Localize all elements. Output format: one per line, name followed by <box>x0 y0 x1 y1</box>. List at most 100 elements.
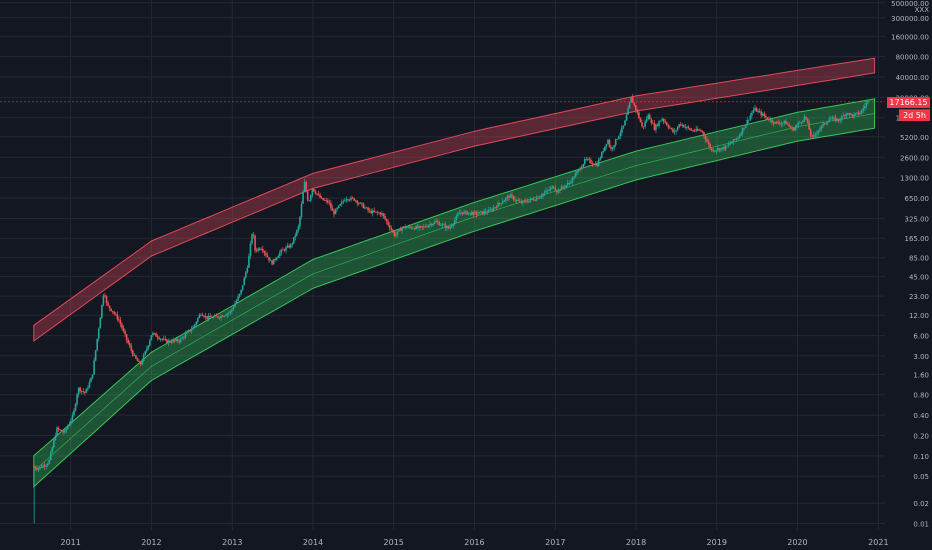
candle-body <box>111 310 114 312</box>
candle-body <box>325 200 328 202</box>
candle-body <box>172 339 174 343</box>
price-series <box>32 94 869 524</box>
candle-body <box>79 387 81 392</box>
candle-body <box>419 226 422 227</box>
candle-body <box>704 135 707 140</box>
candle-body <box>700 130 702 132</box>
time-tick-label: 2011 <box>61 538 81 547</box>
candle-body <box>848 113 851 115</box>
candle-body <box>760 111 762 116</box>
candle-body <box>837 118 840 121</box>
candle-body <box>834 117 837 121</box>
candle-body <box>484 211 487 213</box>
candle-body <box>263 251 266 253</box>
candle-body <box>133 355 136 357</box>
price-tick-label: 300000.00 <box>891 15 929 23</box>
candle-body <box>353 198 355 201</box>
candle-body <box>481 211 484 214</box>
candle-body <box>424 226 427 228</box>
candle-body <box>412 228 414 230</box>
candle-body <box>535 198 538 201</box>
candle-body <box>627 108 629 115</box>
candle-body <box>124 330 126 335</box>
candle-body <box>859 113 862 115</box>
candle-body <box>130 346 133 351</box>
candle-body <box>791 127 793 129</box>
candle-body <box>783 121 786 123</box>
candle-body <box>661 118 663 121</box>
candle-body <box>145 348 148 352</box>
candle-body <box>647 114 650 120</box>
candle-body <box>323 200 326 201</box>
candle-body <box>240 289 242 294</box>
candle-body <box>207 315 210 319</box>
candle-body <box>506 196 509 199</box>
candle-body <box>67 425 69 429</box>
candle-body <box>105 296 108 303</box>
candle-body <box>571 177 574 183</box>
price-tick-label: 0.40 <box>913 412 929 420</box>
candle-body <box>365 207 368 209</box>
candle-body <box>80 390 83 392</box>
candle-body <box>237 296 239 301</box>
candle-body <box>438 222 441 226</box>
candle-body <box>676 127 679 131</box>
candle-body <box>633 102 636 106</box>
candle-body <box>248 256 250 268</box>
candle-body <box>313 188 315 192</box>
channel-band <box>33 98 876 488</box>
candle-body <box>616 138 619 140</box>
candle-body <box>368 210 371 212</box>
candle-body <box>570 182 572 184</box>
candle-body <box>460 212 462 214</box>
candle-body <box>738 135 741 138</box>
time-axis[interactable]: 2011 2012 2013 2014 2015 2016 2017 2018 2019 2020… <box>61 538 889 547</box>
candle-body <box>463 211 465 214</box>
candle-body <box>184 333 187 338</box>
candle-body <box>186 331 188 334</box>
candle-body <box>388 225 391 229</box>
candle-body <box>432 223 434 226</box>
candle-body <box>478 211 481 214</box>
candle-body <box>682 124 685 128</box>
candle-body <box>63 430 66 433</box>
candle-body <box>178 341 181 342</box>
candle-body <box>495 207 498 209</box>
last-price-badge: 17166.15 <box>887 97 930 108</box>
candle-body <box>865 102 868 107</box>
candle-body <box>792 128 795 131</box>
candle-body <box>161 338 164 340</box>
candle-body <box>777 122 780 124</box>
candle-body <box>108 305 111 309</box>
candle-body <box>853 114 855 117</box>
candle-body <box>291 243 294 245</box>
candle-body <box>684 127 687 128</box>
price-tick-label: 1.60 <box>913 371 929 379</box>
candle-body <box>57 427 60 430</box>
time-tick-label: 2016 <box>464 538 484 547</box>
candle-body <box>670 128 673 129</box>
candle-body <box>348 199 351 201</box>
candle-body <box>302 191 304 204</box>
price-tick-label: 0.20 <box>913 432 929 440</box>
candle-body <box>701 130 704 133</box>
candle-body <box>529 198 532 201</box>
candle-body <box>303 181 306 192</box>
candle-body <box>224 315 227 317</box>
candle-body <box>735 138 738 140</box>
price-tick-label: 500000.00 <box>891 0 929 8</box>
candle-body <box>580 166 583 170</box>
candle-body <box>723 147 725 150</box>
candle-body <box>249 243 252 257</box>
candle-body <box>376 211 379 213</box>
candle-body <box>395 234 397 236</box>
candle-body <box>241 285 244 290</box>
candle-body <box>795 125 798 128</box>
candle-body <box>336 207 338 210</box>
price-tick-label: 0.80 <box>913 392 929 400</box>
candle-body <box>549 187 552 190</box>
candle-body <box>382 213 385 217</box>
candle-body <box>441 224 444 226</box>
candle-body <box>778 123 781 125</box>
